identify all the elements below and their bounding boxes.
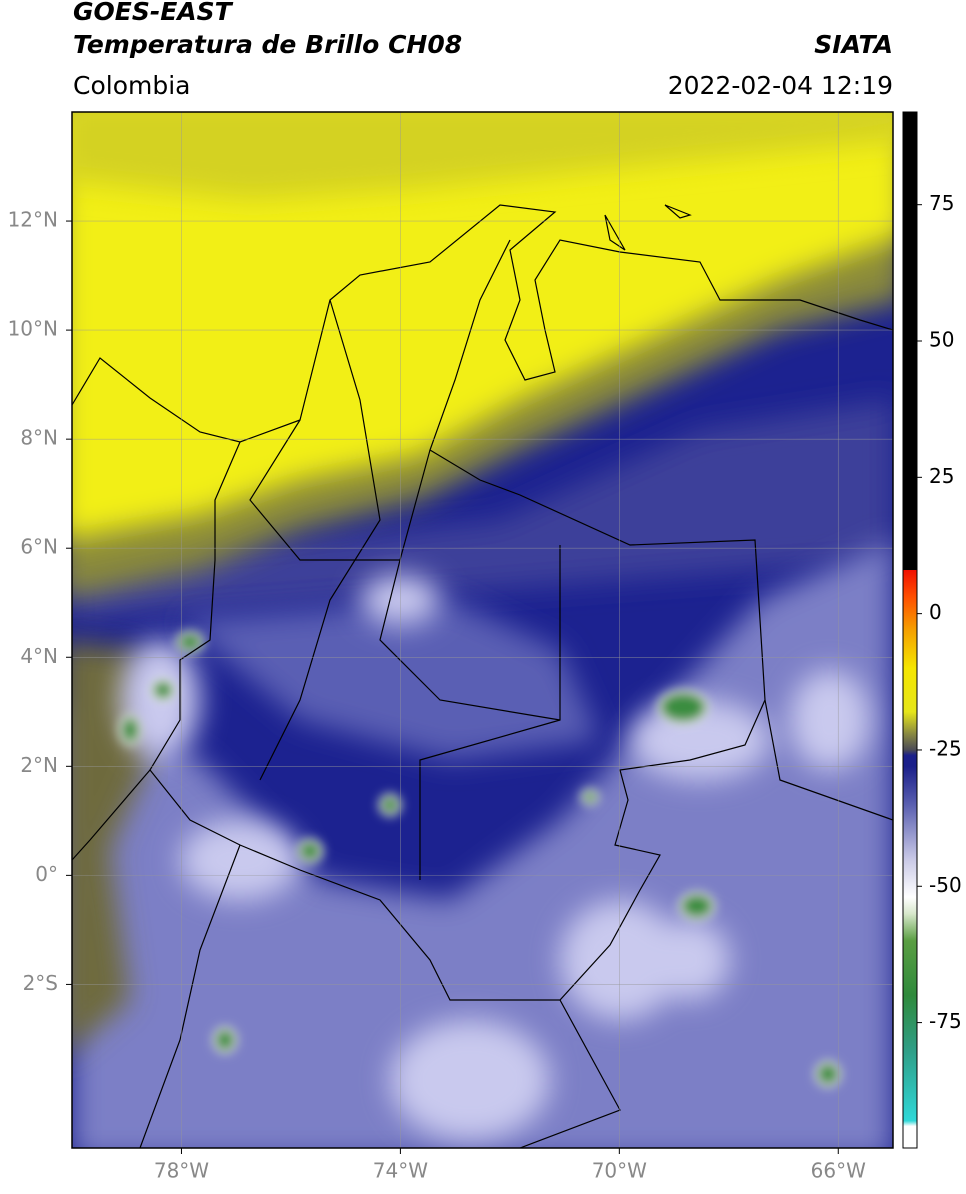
satellite-image	[72, 112, 893, 1148]
colorbar	[902, 111, 918, 1149]
colorbar-tick-label: -75	[929, 1009, 962, 1033]
x-tick-label: 66°W	[811, 1159, 866, 1183]
y-tick-label: 6°N	[20, 535, 58, 559]
borders	[72, 204, 893, 1148]
x-tick-label: 70°W	[592, 1159, 647, 1183]
subtitle: Temperatura de Brillo CH08	[73, 30, 462, 59]
timestamp: 2022-02-04 12:19	[668, 71, 893, 100]
y-tick-label: 4°N	[20, 644, 58, 668]
colorbar-tick-label: 50	[929, 328, 954, 352]
title: GOES-EAST	[73, 0, 234, 26]
y-tick-label: 0°	[35, 862, 58, 886]
graticule	[72, 112, 893, 1148]
colorbar-tick-label: 0	[929, 600, 942, 624]
y-tick-label: 12°N	[8, 208, 58, 232]
map-frame	[71, 111, 894, 1149]
colorbar-tick-label: 25	[929, 464, 954, 488]
colorbar-tick-label: -50	[929, 873, 962, 897]
y-tick-label: 8°N	[20, 426, 58, 450]
colorbar-tick-label: -25	[929, 736, 962, 760]
y-tick-label: 2°S	[23, 971, 58, 995]
x-tick-label: 78°W	[154, 1159, 209, 1183]
region: Colombia	[73, 71, 190, 100]
source: SIATA	[814, 30, 893, 59]
y-tick-label: 2°N	[20, 753, 58, 777]
y-tick-label: 10°N	[8, 317, 58, 341]
x-tick-label: 74°W	[373, 1159, 428, 1183]
colorbar-tick-label: 75	[929, 191, 954, 215]
